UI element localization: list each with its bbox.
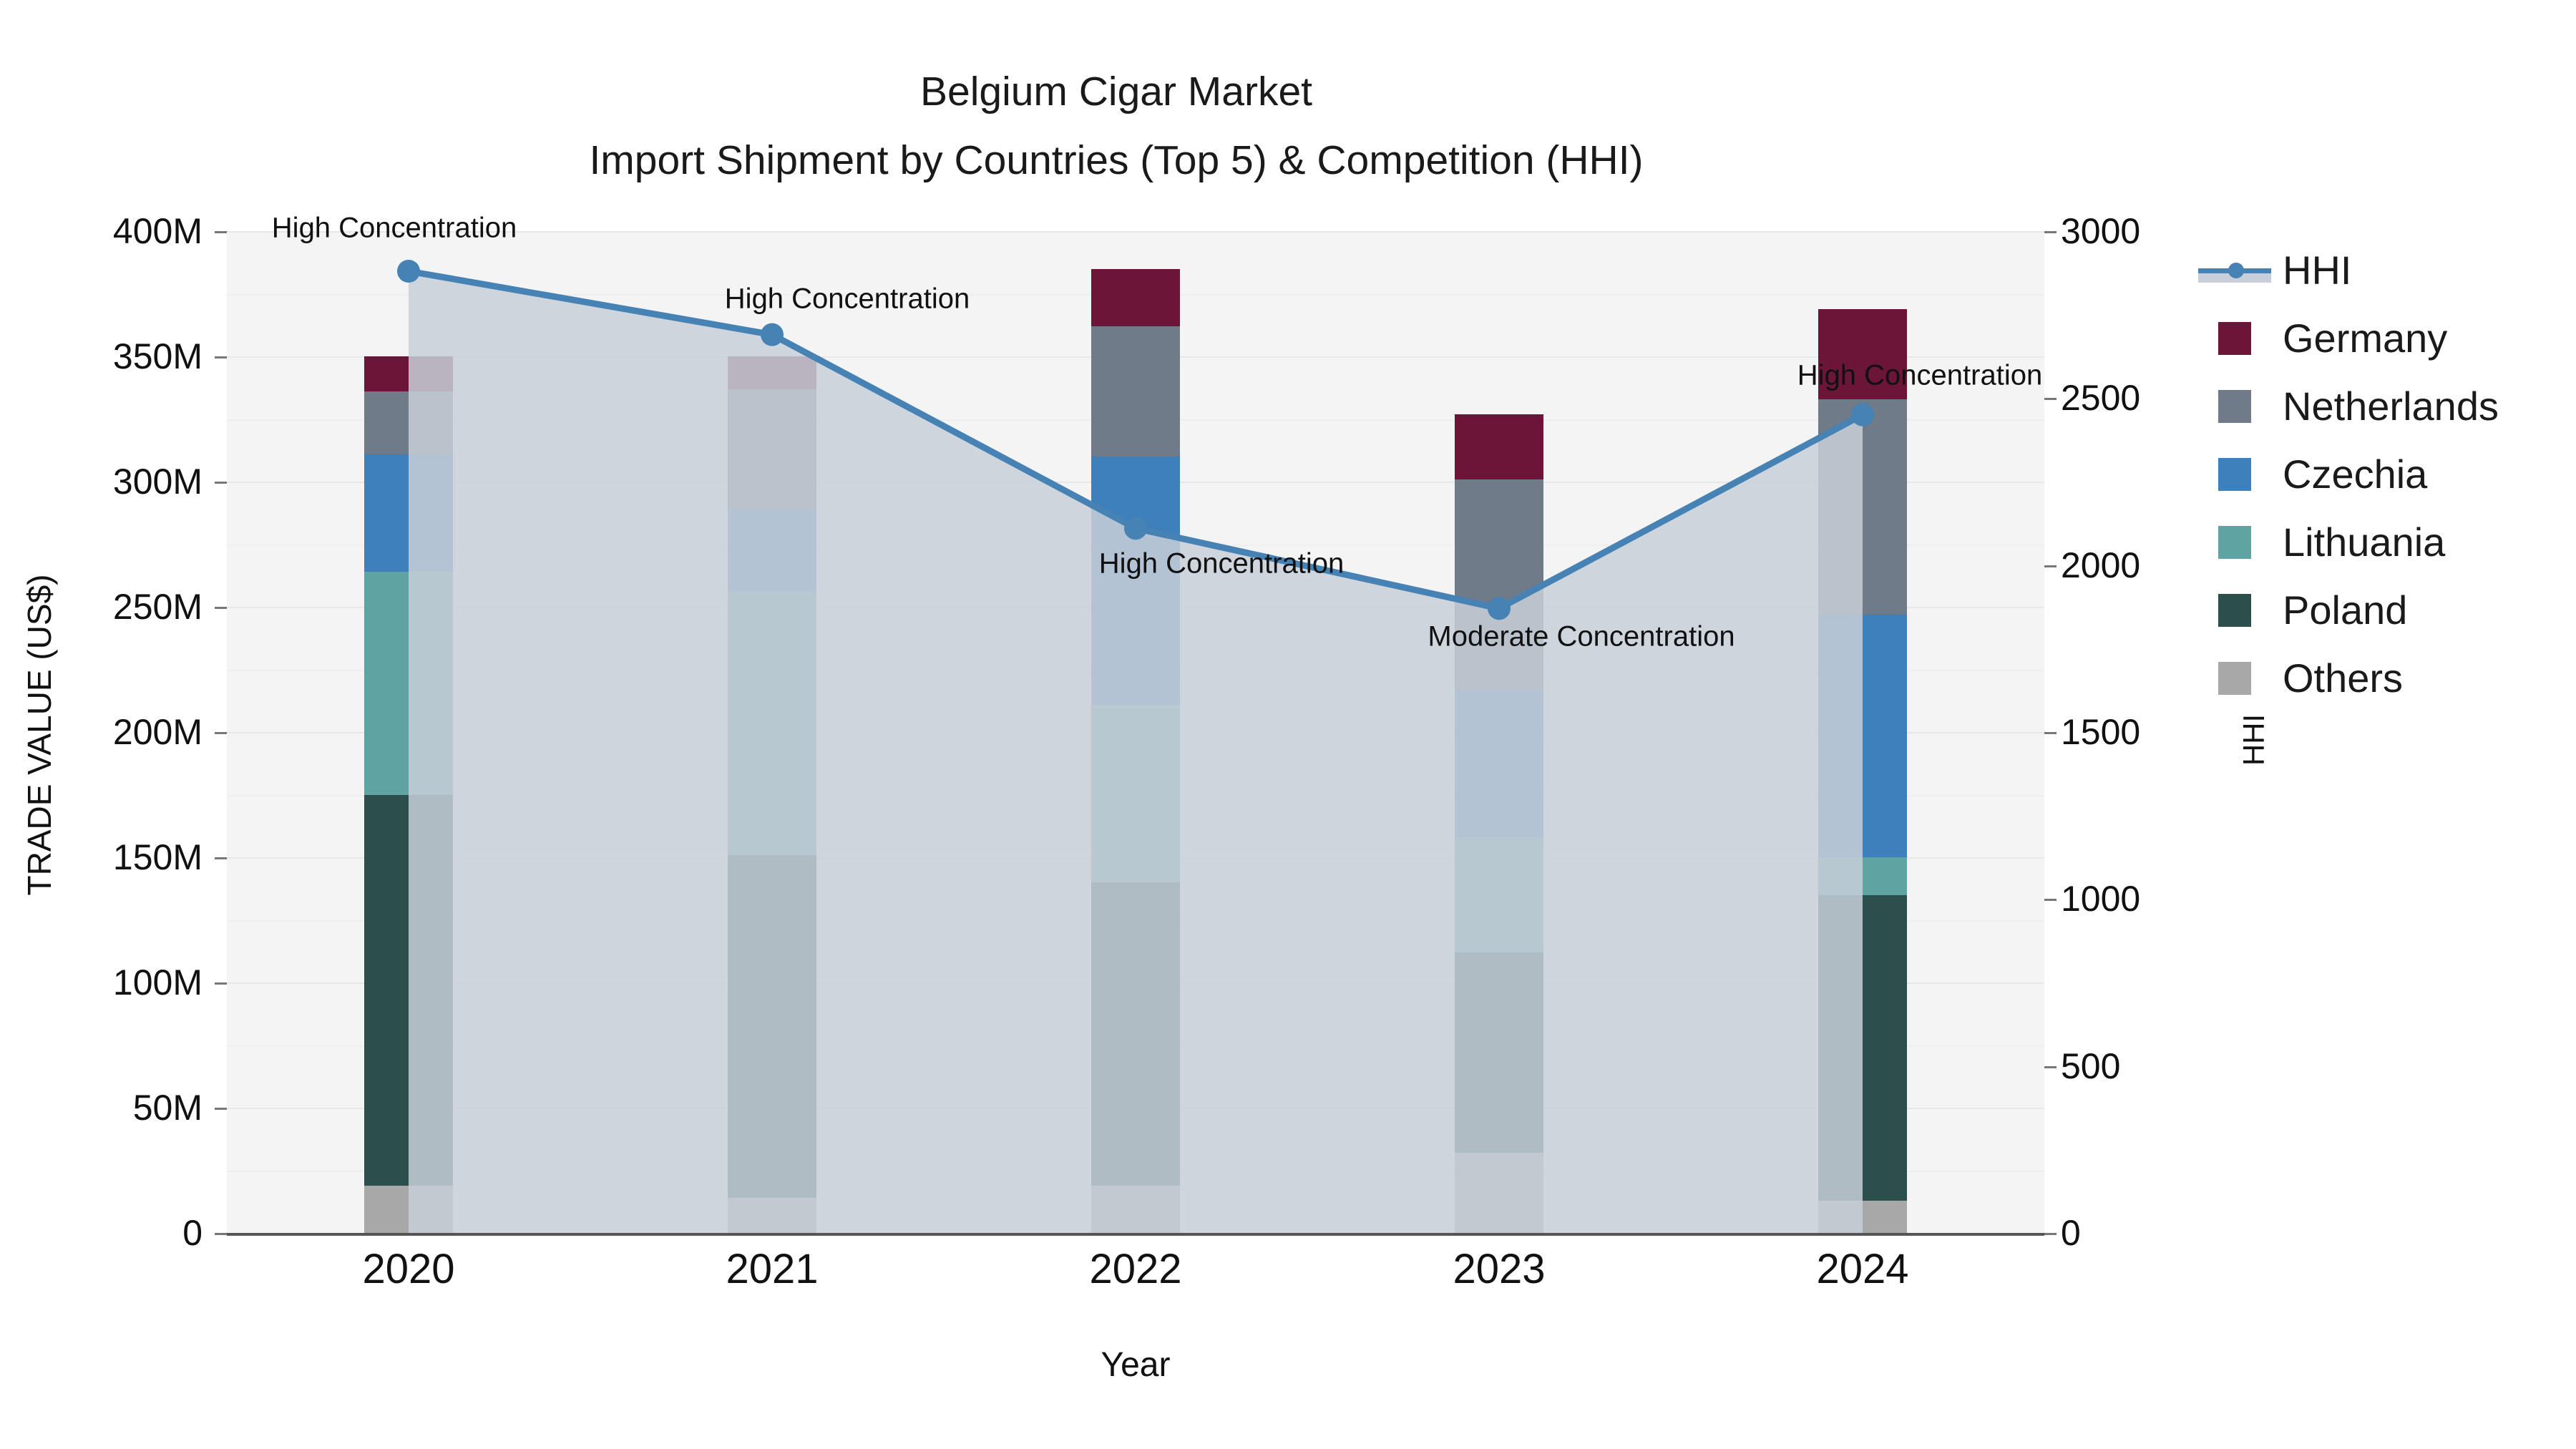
x-axis-title: Year: [1101, 1346, 1171, 1384]
legend-label: Others: [2283, 655, 2404, 701]
annotation-2023: Moderate Concentration: [1428, 620, 1735, 653]
x-axis-tick-label-2020: 2020: [362, 1246, 455, 1292]
legend-swatch-poland: [2218, 593, 2251, 627]
hhi-line-series: [397, 260, 1874, 1233]
y-axis-left-tick-label: 400M: [112, 211, 203, 251]
x-axis-tick-label-2022: 2022: [1089, 1246, 1182, 1292]
legend-item-poland[interactable]: Poland: [2218, 576, 2576, 644]
chart-title-line-1: Belgium Cigar Market: [919, 69, 1312, 114]
y-axis-right-tick-mark: [2044, 398, 2057, 401]
legend-label: HHI: [2283, 248, 2352, 293]
bar-segment-germany-2023[interactable]: [1455, 414, 1543, 479]
bar-segment-netherlands-2022[interactable]: [1091, 326, 1180, 457]
y-axis-right-tick-mark: [2044, 565, 2057, 567]
y-axis-right-tick-mark: [2044, 899, 2057, 902]
y-axis-right-tick-label: 2500: [2061, 378, 2141, 419]
y-axis-left-tick-mark: [215, 607, 227, 609]
legend-swatch-germany: [2218, 321, 2251, 355]
hhi-marker-2023[interactable]: [1488, 597, 1511, 620]
y-axis-left-tick-mark: [215, 231, 227, 233]
legend-swatch-netherlands: [2218, 389, 2251, 423]
legend-swatch-others: [2218, 661, 2251, 695]
y-axis-right-tick-mark: [2044, 231, 2057, 233]
legend-item-lithuania[interactable]: Lithuania: [2218, 508, 2576, 576]
y-axis-left-tick-mark: [215, 482, 227, 484]
y-axis-left-tick-mark: [215, 356, 227, 358]
legend-label: Lithuania: [2283, 519, 2446, 565]
legend-line-icon: [2198, 254, 2271, 287]
hhi-marker-2021[interactable]: [761, 323, 784, 346]
legend-item-germany[interactable]: Germany: [2218, 304, 2576, 372]
legend-item-netherlands[interactable]: Netherlands: [2218, 372, 2576, 440]
bar-segment-germany-2024[interactable]: [1818, 308, 1907, 399]
y-axis-left-tick-label: 100M: [112, 962, 203, 1002]
x-axis-tick-label-2023: 2023: [1453, 1246, 1546, 1292]
y-axis-left-tick-label: 300M: [112, 462, 203, 502]
y-axis-right-tick-label: 0: [2061, 1213, 2081, 1253]
annotation-2022: High Concentration: [1098, 547, 1345, 580]
hhi-marker-2022[interactable]: [1124, 517, 1147, 540]
y-axis-left-tick-label: 0: [182, 1213, 203, 1253]
y-axis-right-tick-mark: [2044, 1065, 2057, 1068]
bar-segment-germany-2022[interactable]: [1091, 268, 1180, 326]
y-axis-left-tick-label: 350M: [112, 336, 203, 376]
y-axis-left-tick-mark: [215, 732, 227, 734]
gridline: [227, 231, 2044, 233]
chart-title-block: Belgium Cigar Market Import Shipment by …: [0, 57, 2233, 195]
hhi-marker-2024[interactable]: [1851, 403, 1874, 426]
annotation-2024: High Concentration: [1797, 359, 2043, 391]
y-axis-right-tick-label: 2000: [2061, 545, 2141, 585]
y-axis-left-tick-label: 200M: [112, 712, 203, 752]
legend-item-hhi[interactable]: HHI: [2198, 236, 2576, 304]
legend-item-others[interactable]: Others: [2218, 644, 2576, 712]
legend-label: Netherlands: [2283, 384, 2499, 429]
legend-label: Czechia: [2283, 452, 2428, 497]
y-axis-right-tick-label: 3000: [2061, 211, 2141, 251]
plot-area: High Concentration High Concentration High…: [227, 213, 2044, 1234]
y-axis-right-tick-label: 1500: [2061, 712, 2141, 752]
legend: HHI Germany Netherlands Czechia Lithuania Pol…: [2198, 236, 2576, 712]
x-axis-tick-label-2021: 2021: [726, 1246, 819, 1292]
y-axis-right-tick-mark: [2044, 732, 2057, 734]
annotation-2020: High Concentration: [271, 212, 517, 244]
hhi-marker-2020[interactable]: [397, 260, 420, 283]
legend-swatch-czechia: [2218, 457, 2251, 491]
legend-swatch-lithuania: [2218, 525, 2251, 559]
x-axis-line: [227, 1233, 2044, 1236]
y-axis-left-tick-label: 150M: [112, 837, 203, 877]
y-axis-left-tick-mark: [215, 1233, 227, 1235]
y-axis-left-tick-mark: [215, 857, 227, 859]
y-axis-right-tick-mark: [2044, 1233, 2057, 1235]
y-axis-right-tick-label: 1000: [2061, 879, 2141, 919]
legend-line-marker: [2228, 262, 2244, 278]
legend-label: Germany: [2283, 316, 2448, 361]
y-axis-left-tick-label: 50M: [132, 1088, 203, 1128]
y-axis-left-tick-mark: [215, 1108, 227, 1110]
y-axis-left-tick-mark: [215, 982, 227, 985]
y-axis-right-tick-label: 500: [2061, 1045, 2121, 1086]
x-axis-tick-label-2024: 2024: [1816, 1246, 1909, 1292]
y-axis-left-tick-label: 250M: [112, 587, 203, 627]
legend-item-czechia[interactable]: Czechia: [2218, 440, 2576, 508]
chart-title-line-2: Import Shipment by Countries (Top 5) & C…: [589, 137, 1644, 183]
annotation-2021: High Concentration: [724, 283, 970, 315]
hhi-area-fill: [409, 271, 1863, 1233]
legend-label: Poland: [2283, 587, 2408, 633]
